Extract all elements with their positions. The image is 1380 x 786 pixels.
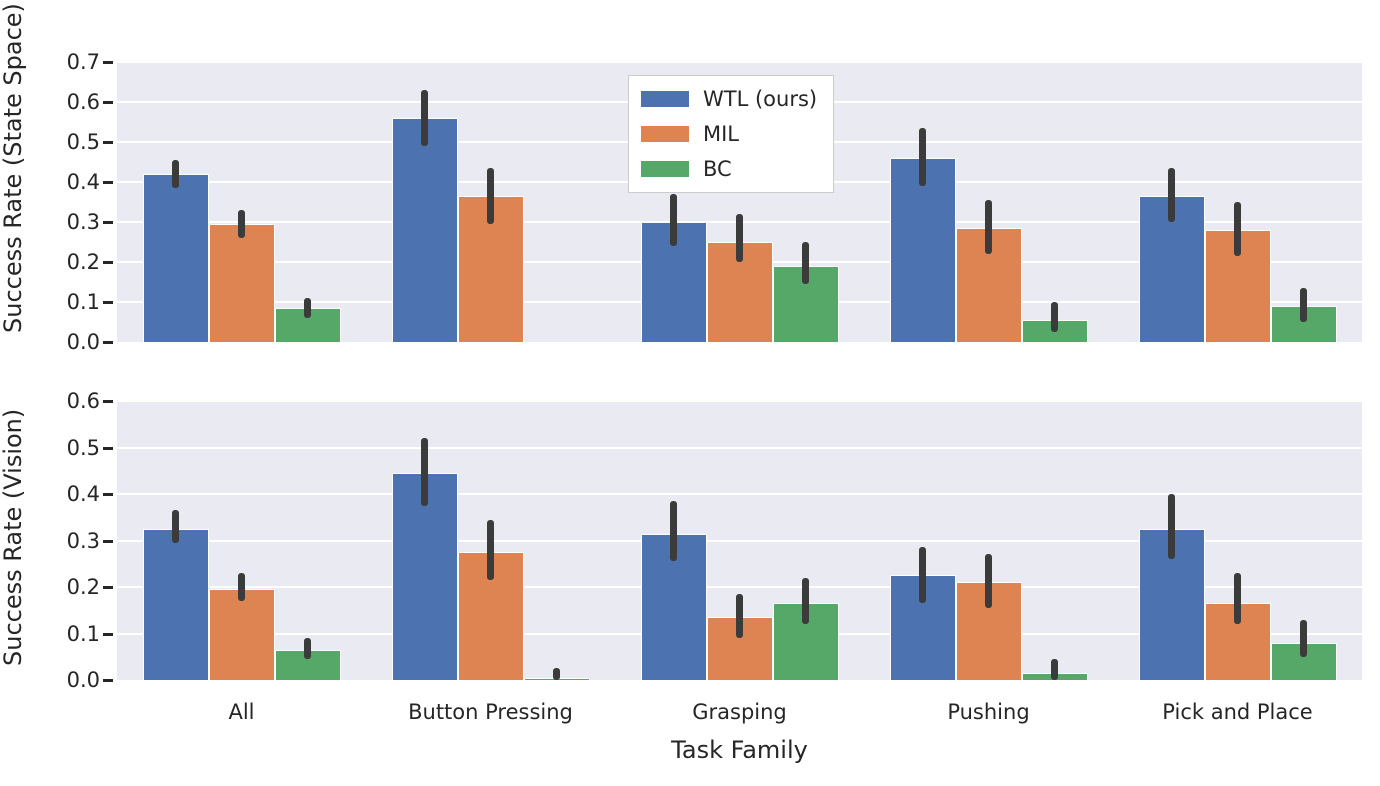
gridline (117, 586, 1362, 588)
y-tick-mark (103, 261, 113, 264)
error-bar (670, 194, 677, 246)
y-tick-mark (103, 679, 113, 682)
y-tick-mark (103, 341, 113, 344)
y-axis-label-state-space: Success Rate (State Space) (0, 3, 27, 333)
y-tick-mark (103, 141, 113, 144)
y-axis-label-vision: Success Rate (Vision) (0, 408, 27, 666)
error-bar (736, 593, 743, 639)
legend-item-mil: MIL (641, 121, 817, 147)
legend-label-wtl: WTL (ours) (703, 87, 818, 111)
error-bar (1300, 288, 1307, 322)
axes-vision (117, 400, 1362, 680)
error-bar (985, 200, 992, 254)
error-bar (1168, 494, 1175, 560)
legend-item-wtl: WTL (ours) (641, 86, 817, 112)
error-bar (304, 298, 311, 318)
y-tick-label: 0.1 (66, 290, 100, 314)
error-bar (1300, 619, 1307, 657)
error-bar (802, 577, 809, 625)
error-bar (1051, 659, 1058, 680)
error-bar (487, 519, 494, 580)
x-tick-label-grasping: Grasping (692, 700, 787, 724)
error-bar (985, 554, 992, 608)
bar-wtlours-pushing (889, 158, 956, 342)
gridline (117, 539, 1362, 542)
y-tick-label: 0.0 (66, 668, 100, 692)
gridline (117, 446, 1362, 449)
error-bar (421, 438, 428, 506)
error-bar (421, 90, 428, 146)
error-bar (736, 214, 743, 262)
gridline (117, 493, 1362, 495)
y-tick-mark (103, 539, 113, 543)
legend-swatch-bc-icon (641, 161, 689, 177)
error-bar (553, 668, 560, 680)
y-tick-label: 0.5 (66, 130, 100, 154)
y-tick-label: 0.6 (66, 389, 100, 413)
error-bar (172, 510, 179, 543)
y-tick-label: 0.4 (66, 482, 100, 506)
y-tick-label: 0.2 (66, 250, 100, 274)
error-bar (487, 168, 494, 224)
bar-wtlours-all (142, 174, 209, 342)
error-bar (1168, 168, 1175, 222)
y-tick-label: 0.6 (66, 90, 100, 114)
error-bar (238, 573, 245, 601)
bar-mil-all (208, 589, 275, 680)
error-bar (919, 547, 926, 604)
error-bar (238, 210, 245, 238)
x-tick-label-all: All (228, 700, 255, 724)
legend-swatch-wtl-icon (641, 91, 689, 107)
y-tick-mark (103, 446, 113, 450)
y-tick-label: 0.3 (66, 210, 100, 234)
bar-wtlours-all (142, 528, 209, 680)
x-tick-label-pushing: Pushing (947, 700, 1030, 724)
y-tick-mark (103, 221, 113, 224)
y-tick-label: 0.1 (66, 621, 100, 646)
error-bar (670, 500, 677, 562)
legend-label-mil: MIL (703, 122, 740, 146)
y-tick-mark (103, 181, 113, 184)
y-tick-mark (103, 61, 113, 64)
y-tick-label: 0.5 (66, 435, 100, 460)
bar-wtlours-pick-and-place (1138, 196, 1205, 342)
error-bar (802, 242, 809, 284)
y-tick-mark (103, 301, 113, 304)
x-tick-label-button-pressing: Button Pressing (408, 700, 573, 724)
error-bar (919, 128, 926, 186)
y-tick-mark (103, 400, 113, 403)
error-bar (1051, 302, 1058, 332)
y-tick-mark (103, 632, 113, 636)
y-tick-mark (103, 493, 113, 496)
y-tick-label: 0.7 (66, 50, 100, 74)
legend-item-bc: BC (641, 156, 817, 182)
legend-swatch-mil-icon (641, 126, 689, 142)
legend: WTL (ours) MIL BC (628, 75, 835, 193)
bar-wtlours-button-pressing (391, 118, 458, 342)
gridline (117, 400, 1362, 402)
error-bar (304, 638, 311, 660)
gridline (117, 61, 1362, 63)
y-tick-label: 0.2 (66, 575, 100, 599)
error-bar (172, 160, 179, 188)
bar-mil-all (208, 224, 275, 342)
bar-wtlours-button-pressing (391, 473, 458, 680)
y-tick-mark (103, 586, 113, 589)
y-tick-label: 0.3 (66, 528, 100, 553)
x-tick-label-pick-and-place: Pick and Place (1162, 700, 1313, 724)
legend-label-bc: BC (703, 157, 732, 181)
error-bar (1234, 202, 1241, 256)
y-tick-label: 0.4 (66, 170, 100, 194)
error-bar (1234, 573, 1241, 625)
x-axis-label: Task Family (671, 736, 808, 764)
y-tick-label: 0.0 (66, 330, 100, 354)
y-tick-mark (103, 101, 113, 104)
